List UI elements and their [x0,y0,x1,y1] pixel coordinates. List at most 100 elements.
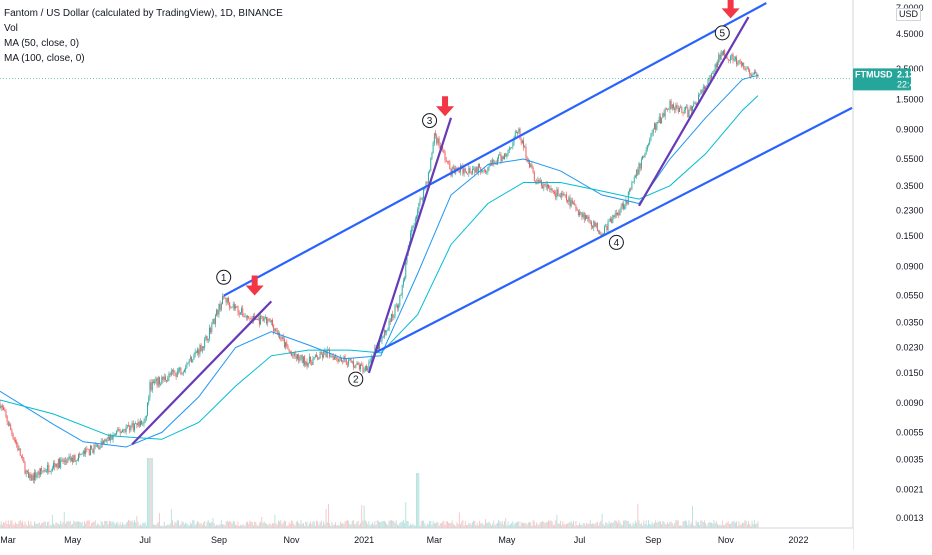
volume-bar [343,524,344,528]
candle-body [537,180,538,184]
x-tick-label: 2021 [354,535,374,545]
volume-bar [715,523,716,528]
candle-body [357,363,358,365]
candle-body [265,317,266,318]
candle-body [365,366,366,371]
volume-bar [669,522,670,528]
volume-bar [72,524,73,528]
candle-body [661,118,662,124]
volume-bar [64,512,65,528]
candle-body [224,298,225,299]
candle-body [192,359,193,362]
candle-body [317,357,318,360]
candle-body [398,305,399,308]
volume-bar [479,521,480,528]
candle-body [615,213,616,217]
volume-bar [555,520,556,528]
candle-body [259,318,260,324]
volume-bar [644,524,645,528]
candle-body [309,357,310,363]
volume-bar [602,514,603,528]
volume-bar [487,522,488,528]
candle-body [559,196,560,197]
volume-bar [404,523,405,528]
volume-bar [655,520,656,528]
candle-body [154,381,155,383]
volume-bar [620,522,621,528]
candle-body [33,475,34,480]
volume-bar [277,524,278,528]
volume-bar [678,521,679,528]
candle-body [486,172,487,173]
candle-body [585,215,586,219]
volume-bar [192,520,193,528]
volume-bar [515,523,516,528]
volume-bar [182,521,183,528]
candle-body [183,372,184,374]
candle-body [160,384,161,385]
candle-body [327,349,328,357]
candle-body [562,193,563,195]
candle-body [216,310,217,315]
volume-bar [735,523,736,528]
candle-body [404,278,405,280]
candle-body [721,52,722,60]
candle-body [116,431,117,434]
candle-body [739,60,740,63]
candle-body [120,431,121,433]
volume-bar [335,522,336,528]
volume-bar [75,522,76,528]
volume-bar [736,521,737,528]
indicator-volume[interactable]: Vol [4,21,283,36]
volume-bar [600,521,601,528]
candle-body [315,355,316,357]
candle-body [122,430,123,432]
candle-body [449,162,450,169]
candle-body [552,188,553,190]
candle-body [167,378,168,381]
candle-body [127,425,128,426]
volume-bar [180,524,181,528]
candle-body [16,442,17,444]
candle-body [643,156,644,157]
volume-bar [238,522,239,528]
candle-body [251,318,252,319]
candle-body [83,451,84,454]
candle-body [417,210,418,216]
candle-body [66,461,67,462]
volume-bar [30,521,31,528]
volume-bar [643,521,644,528]
volume-bar [190,523,191,528]
candle-body [699,94,700,95]
volume-bar [517,522,518,528]
candle-body [354,367,355,368]
volume-bar [211,522,212,528]
candle-body [393,316,394,318]
currency-unit-badge[interactable]: USD [896,8,921,21]
candle-body [136,423,137,425]
volume-bar [349,524,350,528]
volume-bar [556,515,557,528]
candle-body [428,172,429,182]
volume-bar [722,521,723,528]
price-label-symbol: FTMUSD [855,69,893,79]
volume-bar [361,505,362,528]
candle-body [633,182,634,183]
candle-body [48,465,49,472]
candle-body [230,307,231,308]
volume-bar [417,473,418,528]
volume-bar [153,524,154,528]
candle-body [665,108,666,116]
indicator-ma-50[interactable]: MA (50, close, 0) [4,36,283,51]
volume-bar [89,520,90,528]
volume-bar [567,523,568,528]
volume-bar [639,520,640,528]
indicator-ma-100[interactable]: MA (100, close, 0) [4,51,283,66]
volume-bar [571,521,572,528]
candle-body [733,54,734,60]
volume-bar [384,521,385,528]
candle-body [516,132,517,133]
volume-bar [148,458,149,528]
